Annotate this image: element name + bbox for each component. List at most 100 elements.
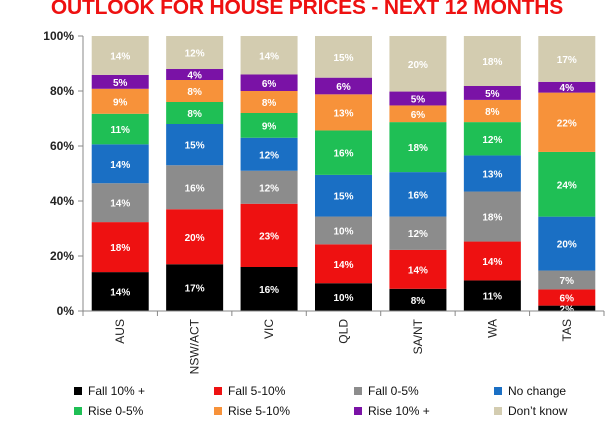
bar-segment: [463, 122, 521, 156]
bar-segment: [166, 36, 224, 69]
bar-segment: [538, 216, 596, 271]
x-tick-label: QLD: [337, 319, 351, 344]
bar-segment: [389, 105, 447, 123]
data-label: 11%: [483, 292, 503, 303]
data-label: 20%: [185, 233, 205, 244]
bar-segment: [538, 81, 596, 93]
data-label: 6%: [560, 294, 575, 305]
data-label: 5%: [411, 95, 426, 106]
data-label: 16%: [408, 190, 428, 201]
bar-segment: [91, 222, 149, 273]
data-label: 20%: [408, 60, 428, 71]
bar-segment: [91, 36, 149, 75]
bars-group: 14% 18% 14% 14% 11% 9% 5% 14% 17% 20% 16% 15% 8% 8% 4%…: [91, 36, 596, 315]
data-label: 8%: [187, 109, 202, 120]
data-label: 8%: [262, 98, 277, 109]
bar-segment: [389, 122, 447, 173]
legend-label: Rise 10% +: [368, 404, 430, 418]
data-label: 17%: [557, 55, 577, 66]
bar-segment: [538, 92, 596, 152]
bar-segment: [538, 270, 596, 290]
bar-segment: [240, 91, 298, 113]
bar-segment: [240, 267, 298, 311]
bar-segment: [240, 170, 298, 204]
bar-segment: [91, 74, 149, 89]
legend-swatch: [354, 387, 362, 395]
x-tick-label: TAS: [560, 319, 574, 341]
bar-segment: [315, 216, 372, 245]
y-tick-label: 40%: [50, 194, 74, 208]
bar-segment: [389, 172, 447, 217]
bar-segment: [538, 151, 596, 217]
data-label: 18%: [408, 143, 428, 154]
data-label: 14%: [110, 160, 130, 171]
data-label: 14%: [110, 288, 130, 299]
legend-label: No change: [508, 384, 567, 398]
bar-segment: [166, 69, 224, 80]
bar-segment: [463, 99, 521, 123]
data-label: 4%: [560, 83, 575, 94]
y-tick-label: 80%: [50, 84, 74, 98]
legend-item: Fall 10% +: [74, 383, 145, 399]
legend-item: No change: [494, 383, 566, 399]
bar-segment: [315, 130, 372, 175]
bar-segment: [315, 174, 372, 217]
legend-swatch: [494, 387, 502, 395]
data-label: 14%: [259, 51, 279, 62]
data-label: 6%: [336, 82, 351, 93]
bar-segment: [315, 244, 372, 284]
legend-swatch: [74, 387, 82, 395]
bar-segment: [389, 91, 447, 106]
data-label: 18%: [482, 57, 502, 68]
data-label: 13%: [482, 170, 502, 181]
legend-item: Rise 10% +: [354, 403, 430, 419]
bar-segment: [240, 74, 298, 91]
x-tick-label: WA: [485, 319, 499, 338]
data-label: 23%: [259, 231, 279, 242]
bar-segment: [91, 272, 149, 311]
data-label: 9%: [113, 97, 128, 108]
data-label: 7%: [560, 276, 575, 287]
bar-segment: [91, 113, 149, 145]
bar-segment: [463, 86, 521, 100]
bar-segment: [315, 77, 372, 95]
data-label: 14%: [333, 260, 353, 271]
legend-item: Rise 0-5%: [74, 403, 143, 419]
data-label: 12%: [185, 49, 205, 60]
data-label: 12%: [408, 229, 428, 240]
legend-swatch: [214, 387, 222, 395]
bar-segment: [240, 203, 298, 267]
data-label: 15%: [185, 141, 205, 152]
bar-segment: [315, 94, 372, 131]
data-label: 11%: [110, 125, 130, 136]
legend-label: Fall 0-5%: [368, 384, 419, 398]
bar-segment: [463, 36, 521, 86]
bar-segment: [315, 283, 372, 311]
x-axis: AUS NSW/ACT VIC QLD SA/NT WA TAS: [82, 310, 605, 374]
data-label: 20%: [557, 240, 577, 251]
legend-label: Rise 0-5%: [88, 404, 144, 418]
legend-label: Fall 10% +: [88, 384, 146, 398]
legend-swatch: [494, 407, 502, 415]
bar-segment: [315, 36, 372, 78]
chart-title: OUTLOOK FOR HOUSE PRICES - NEXT 12 MONTH…: [50, 0, 564, 19]
data-label: 9%: [262, 121, 277, 132]
legend-item: Fall 0-5%: [354, 383, 419, 399]
x-tick-label: VIC: [262, 319, 276, 339]
bar-segment: [538, 305, 596, 311]
bar-segment: [463, 241, 521, 281]
bar-segment: [240, 36, 298, 75]
bar-segment: [166, 165, 224, 210]
data-label: 12%: [259, 183, 279, 194]
bar-segment: [166, 124, 224, 166]
data-label: 16%: [333, 149, 353, 160]
data-label: 16%: [259, 285, 279, 296]
data-label: 12%: [482, 135, 502, 146]
bar-segment: [463, 191, 521, 242]
y-tick-label: 0%: [57, 304, 75, 318]
y-tick-label: 100%: [43, 29, 74, 43]
bar-segment: [91, 183, 149, 223]
data-label: 10%: [333, 293, 353, 304]
data-label: 14%: [110, 199, 130, 210]
